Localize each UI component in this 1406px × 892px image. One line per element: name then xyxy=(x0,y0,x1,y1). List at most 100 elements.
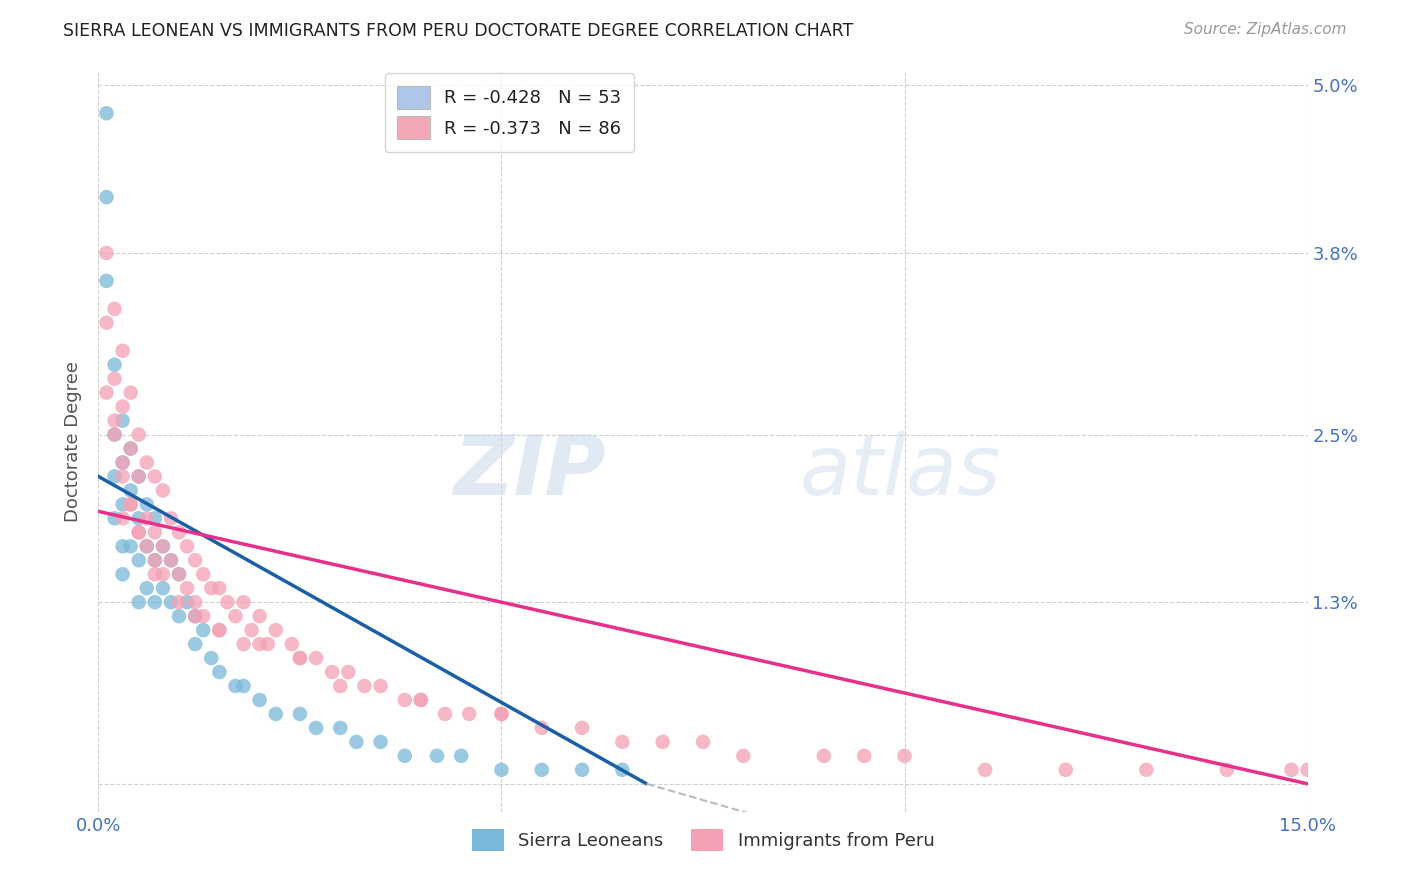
Point xyxy=(733,748,755,763)
Point xyxy=(184,609,207,624)
Point xyxy=(111,455,134,469)
Point xyxy=(96,190,118,204)
Point xyxy=(853,748,876,763)
Point xyxy=(184,553,207,567)
Point xyxy=(128,469,150,483)
Point xyxy=(135,497,157,511)
Point xyxy=(103,414,125,428)
Point xyxy=(152,539,174,553)
Point xyxy=(103,511,125,525)
Point xyxy=(143,567,166,582)
Point xyxy=(370,679,392,693)
Point xyxy=(128,427,150,442)
Point xyxy=(208,581,231,595)
Point xyxy=(111,511,134,525)
Point xyxy=(249,637,271,651)
Point xyxy=(103,469,125,483)
Point xyxy=(135,539,157,553)
Point xyxy=(103,372,125,386)
Point xyxy=(208,665,231,679)
Point xyxy=(200,581,222,595)
Point xyxy=(103,358,125,372)
Point xyxy=(160,595,183,609)
Point xyxy=(305,721,328,735)
Point xyxy=(571,721,593,735)
Point xyxy=(152,483,174,498)
Point xyxy=(651,735,673,749)
Point xyxy=(321,665,343,679)
Point xyxy=(394,748,416,763)
Point xyxy=(208,623,231,637)
Point xyxy=(167,595,190,609)
Text: atlas: atlas xyxy=(800,431,1001,512)
Y-axis label: Doctorate Degree: Doctorate Degree xyxy=(65,361,83,522)
Text: Source: ZipAtlas.com: Source: ZipAtlas.com xyxy=(1184,22,1347,37)
Point xyxy=(249,693,271,707)
Point xyxy=(128,553,150,567)
Point xyxy=(353,679,375,693)
Point xyxy=(240,623,263,637)
Point xyxy=(111,497,134,511)
Point xyxy=(281,637,304,651)
Point xyxy=(167,567,190,582)
Point xyxy=(111,343,134,358)
Point xyxy=(135,511,157,525)
Point xyxy=(193,567,215,582)
Point xyxy=(426,748,449,763)
Point xyxy=(128,595,150,609)
Text: SIERRA LEONEAN VS IMMIGRANTS FROM PERU DOCTORATE DEGREE CORRELATION CHART: SIERRA LEONEAN VS IMMIGRANTS FROM PERU D… xyxy=(63,22,853,40)
Point xyxy=(176,595,198,609)
Point xyxy=(193,623,215,637)
Point xyxy=(249,609,271,624)
Point xyxy=(160,511,183,525)
Point xyxy=(184,637,207,651)
Point xyxy=(111,400,134,414)
Point xyxy=(184,595,207,609)
Point xyxy=(167,525,190,540)
Point xyxy=(135,581,157,595)
Point xyxy=(152,539,174,553)
Point xyxy=(184,609,207,624)
Point xyxy=(135,539,157,553)
Point xyxy=(612,763,634,777)
Point xyxy=(491,706,513,721)
Point xyxy=(208,623,231,637)
Point xyxy=(288,706,311,721)
Point xyxy=(305,651,328,665)
Point xyxy=(120,497,142,511)
Point xyxy=(344,735,367,749)
Point xyxy=(96,106,118,120)
Point xyxy=(96,274,118,288)
Point xyxy=(120,442,142,456)
Point xyxy=(143,553,166,567)
Point xyxy=(120,483,142,498)
Point xyxy=(692,735,714,749)
Point xyxy=(893,748,915,763)
Point xyxy=(1135,763,1157,777)
Point xyxy=(167,567,190,582)
Point xyxy=(1216,763,1239,777)
Point xyxy=(111,539,134,553)
Point xyxy=(128,525,150,540)
Point xyxy=(530,763,553,777)
Point xyxy=(264,623,287,637)
Point xyxy=(152,581,174,595)
Point xyxy=(143,469,166,483)
Point xyxy=(111,414,134,428)
Point xyxy=(143,553,166,567)
Point xyxy=(571,763,593,777)
Point xyxy=(224,679,246,693)
Point xyxy=(329,721,352,735)
Point xyxy=(160,553,183,567)
Point xyxy=(370,735,392,749)
Point xyxy=(120,497,142,511)
Point xyxy=(974,763,997,777)
Point xyxy=(288,651,311,665)
Point xyxy=(1281,763,1303,777)
Point xyxy=(120,385,142,400)
Point xyxy=(143,595,166,609)
Point xyxy=(143,525,166,540)
Point xyxy=(176,581,198,595)
Point xyxy=(96,385,118,400)
Text: ZIP: ZIP xyxy=(454,431,606,512)
